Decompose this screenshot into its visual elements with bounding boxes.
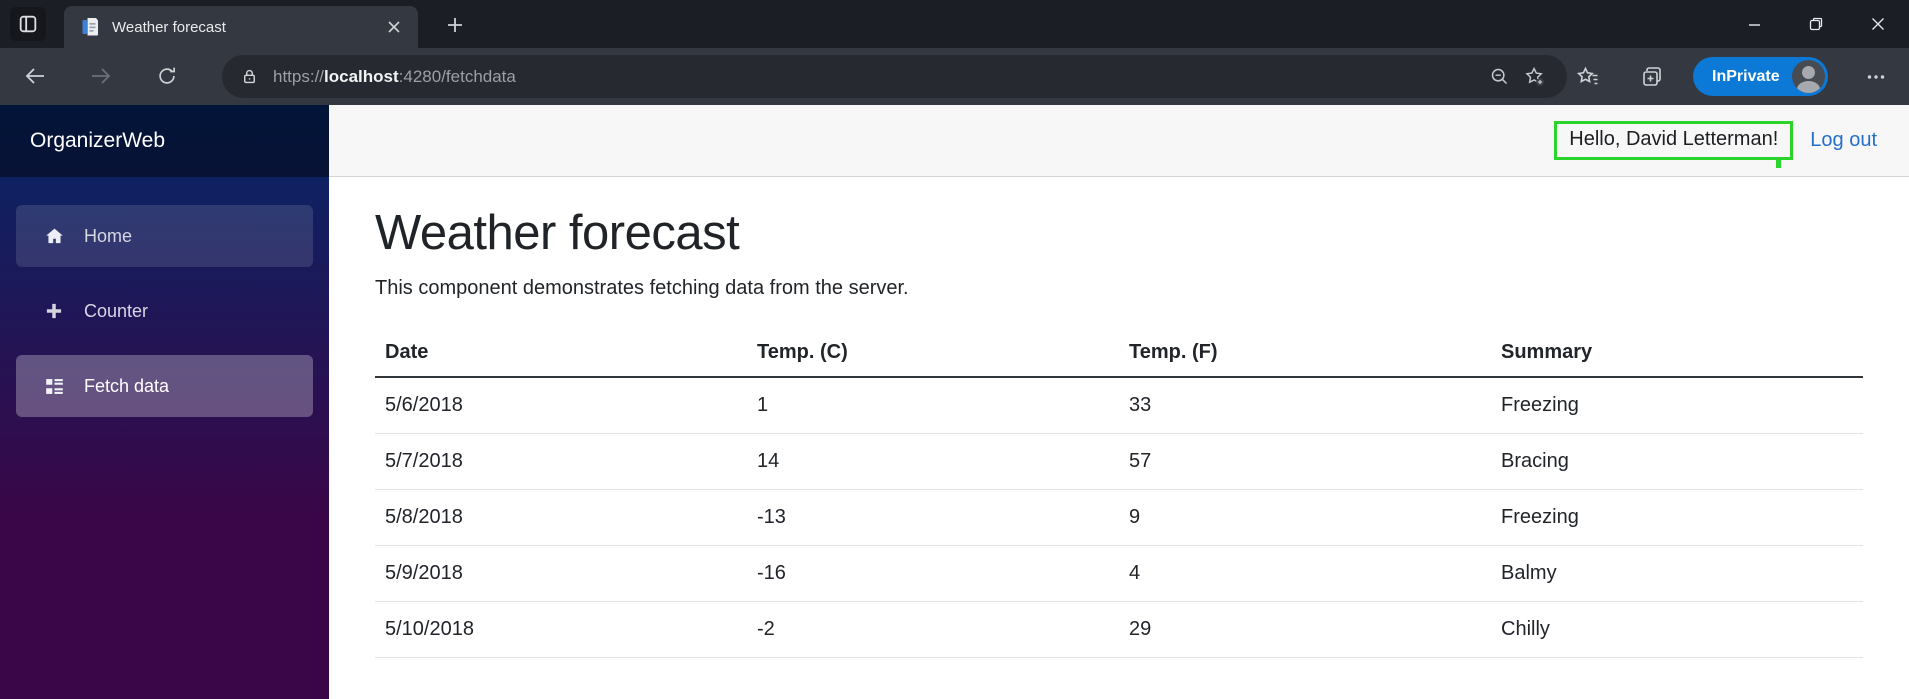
sidebar-item-label: Counter (84, 300, 149, 321)
column-header-temp-c: Temp. (C) (747, 328, 1119, 379)
table-cell: -16 (747, 545, 1119, 603)
table-cell: 33 (1119, 377, 1491, 435)
home-icon (42, 226, 66, 247)
table-cell: 5/10/2018 (375, 601, 747, 659)
table-cell: 5/7/2018 (375, 433, 747, 491)
user-greeting: Hello, David Letterman! (1554, 121, 1794, 168)
tab-actions-icon[interactable] (10, 7, 46, 41)
browser-toolbar: https://localhost:4280/fetchdata (0, 48, 1909, 105)
table-cell: 1 (747, 377, 1119, 435)
avatar (1791, 60, 1825, 93)
tab-close-icon[interactable] (380, 13, 408, 41)
tab-strip: Weather forecast (0, 0, 1909, 48)
brand-row: OrganizerWeb (0, 105, 329, 177)
more-menu-icon[interactable] (1856, 57, 1896, 97)
table-row: 5/7/2018 14 57 Bracing (375, 433, 1863, 491)
tab-title: Weather forecast (112, 18, 226, 36)
column-header-summary: Summary (1491, 328, 1863, 379)
table-row: 5/9/2018 -16 4 Balmy (375, 545, 1863, 603)
page-content: Weather forecast This component demonstr… (329, 177, 1909, 659)
close-window-icon[interactable] (1847, 0, 1909, 48)
page-title: Weather forecast (375, 206, 740, 260)
inprivate-badge[interactable]: InPrivate (1693, 57, 1828, 96)
table-cell: Chilly (1491, 601, 1863, 659)
zoom-out-icon[interactable] (1481, 59, 1517, 95)
table-row: 5/8/2018 -13 9 Freezing (375, 489, 1863, 547)
sidebar-item-counter[interactable]: Counter (16, 280, 313, 342)
url-host: localhost (324, 66, 399, 86)
table-cell: 5/8/2018 (375, 489, 747, 547)
column-header-temp-f: Temp. (F) (1119, 328, 1491, 379)
sidebar-item-label: Fetch data (84, 375, 170, 396)
table-cell: 57 (1119, 433, 1491, 491)
favorites-bar-icon[interactable] (1568, 57, 1608, 97)
sidebar-item-label: Home (84, 225, 133, 246)
table-cell: -2 (747, 601, 1119, 659)
table-cell: Balmy (1491, 545, 1863, 603)
sidebar-item-home[interactable]: Home (16, 205, 313, 267)
lock-icon (240, 67, 259, 86)
sidebar-item-fetch-data[interactable]: Fetch data (16, 355, 313, 417)
forward-icon[interactable] (80, 55, 122, 97)
page-viewport: OrganizerWeb Home Counter (0, 105, 1909, 699)
url-scheme: https:// (273, 66, 325, 86)
browser-tab[interactable]: Weather forecast (64, 6, 418, 48)
refresh-icon[interactable] (146, 55, 188, 97)
add-favorite-star-icon[interactable] (1517, 59, 1553, 95)
table-cell: 14 (747, 433, 1119, 491)
forecast-table: Date Temp. (C) Temp. (F) Summary 5/6/201… (375, 328, 1863, 659)
back-icon[interactable] (14, 55, 56, 97)
main-area: Hello, David Letterman! Log out Weather … (329, 105, 1909, 699)
logout-link[interactable]: Log out (1810, 129, 1877, 151)
table-cell: -13 (747, 489, 1119, 547)
page-subtitle: This component demonstrates fetching dat… (375, 277, 909, 300)
plus-icon (42, 301, 66, 321)
table-cell: 4 (1119, 545, 1491, 603)
nav-menu: Home Counter (0, 177, 329, 417)
window-controls (1723, 0, 1909, 48)
table-cell: Freezing (1491, 489, 1863, 547)
app-brand: OrganizerWeb (30, 129, 166, 152)
table-cell: 5/6/2018 (375, 377, 747, 435)
table-row: 5/10/2018 -2 29 Chilly (375, 601, 1863, 659)
top-row: Hello, David Letterman! Log out (329, 105, 1909, 177)
table-cell: 9 (1119, 489, 1491, 547)
table-row: 5/6/2018 1 33 Freezing (375, 377, 1863, 435)
column-header-date: Date (375, 328, 747, 379)
url-path: :4280/fetchdata (398, 66, 516, 86)
url-text: https://localhost:4280/fetchdata (273, 67, 1481, 87)
collections-icon[interactable] (1632, 57, 1672, 97)
table-cell: 29 (1119, 601, 1491, 659)
table-cell: Bracing (1491, 433, 1863, 491)
sidebar: OrganizerWeb Home Counter (0, 105, 329, 699)
tab-favicon-document-icon (80, 16, 100, 38)
list-icon (42, 376, 66, 397)
new-tab-icon[interactable] (440, 10, 470, 40)
restore-icon[interactable] (1785, 0, 1847, 48)
table-header-row: Date Temp. (C) Temp. (F) Summary (375, 328, 1863, 379)
table-cell: Freezing (1491, 377, 1863, 435)
forecast-table-body: 5/6/2018 1 33 Freezing 5/7/2018 14 57 Bracing 5/… (375, 377, 1863, 659)
table-cell: 5/9/2018 (375, 545, 747, 603)
inprivate-label: InPrivate (1712, 67, 1780, 85)
address-bar[interactable]: https://localhost:4280/fetchdata (222, 55, 1567, 98)
minimize-icon[interactable] (1723, 0, 1785, 48)
